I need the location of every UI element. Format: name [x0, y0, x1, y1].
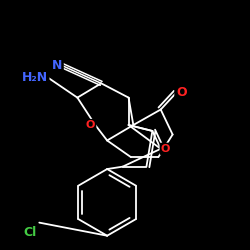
Text: H₂N: H₂N — [22, 71, 48, 84]
Text: O: O — [161, 144, 170, 154]
Text: Cl: Cl — [23, 226, 36, 239]
Text: O: O — [86, 120, 95, 130]
Text: H₂N: H₂N — [22, 71, 48, 84]
Text: O: O — [86, 120, 95, 130]
Text: Cl: Cl — [23, 226, 36, 239]
Text: O: O — [176, 86, 187, 99]
Text: O: O — [176, 86, 187, 99]
Text: O: O — [161, 144, 170, 154]
Text: N: N — [52, 59, 62, 72]
Text: N: N — [52, 59, 62, 72]
